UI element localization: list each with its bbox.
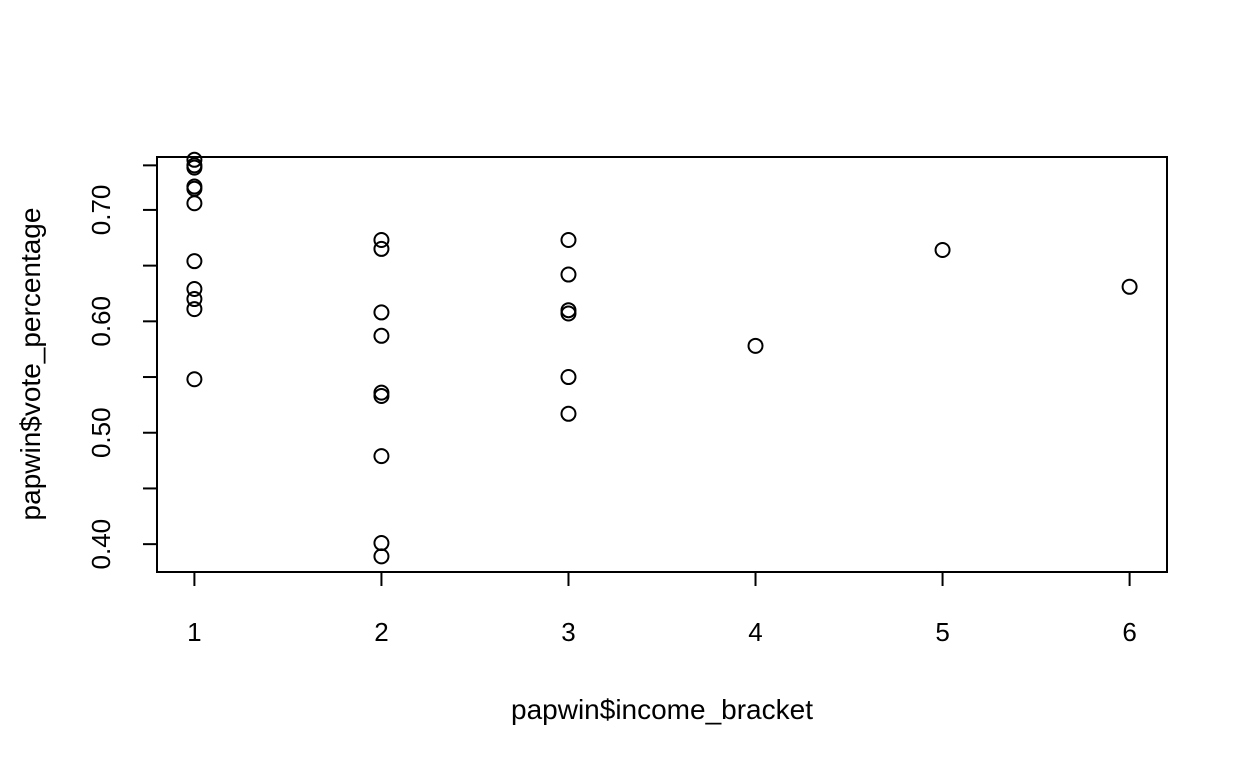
x-axis: 1 2 3 4 5 6 bbox=[187, 571, 1137, 647]
data-point bbox=[747, 337, 764, 354]
y-tick-label: 0.40 bbox=[86, 519, 116, 570]
data-point bbox=[186, 281, 203, 298]
data-point bbox=[560, 266, 577, 283]
data-point bbox=[560, 302, 577, 319]
data-point bbox=[373, 387, 390, 404]
x-tick-label: 2 bbox=[374, 617, 388, 647]
data-point bbox=[186, 301, 203, 318]
data-point bbox=[373, 304, 390, 321]
data-point bbox=[186, 151, 203, 168]
data-point bbox=[373, 232, 390, 248]
x-tick-label: 6 bbox=[1122, 617, 1136, 647]
data-point bbox=[186, 371, 203, 388]
y-tick-label: 0.50 bbox=[86, 407, 116, 458]
data-point bbox=[934, 242, 951, 259]
data-point bbox=[560, 232, 577, 248]
data-point bbox=[373, 240, 390, 257]
x-axis-label: papwin$income_bracket bbox=[511, 694, 813, 725]
data-point bbox=[373, 327, 390, 344]
data-point bbox=[373, 384, 390, 401]
y-tick-label: 0.60 bbox=[86, 296, 116, 347]
x-tick-label: 4 bbox=[748, 617, 762, 647]
data-point bbox=[373, 448, 390, 465]
plot-frame bbox=[156, 156, 1168, 573]
data-point bbox=[560, 305, 577, 322]
data-point bbox=[1121, 278, 1138, 295]
y-axis-label: papwin$vote_percentage bbox=[15, 208, 46, 521]
y-tick-label: 0.70 bbox=[86, 185, 116, 236]
data-point bbox=[186, 195, 203, 212]
data-point bbox=[373, 548, 390, 565]
data-point bbox=[186, 159, 203, 176]
data-point bbox=[186, 291, 203, 308]
data-point bbox=[373, 535, 390, 552]
data-point bbox=[560, 369, 577, 386]
data-points bbox=[186, 151, 1138, 565]
y-axis: 0.40 0.50 0.60 0.70 bbox=[86, 164, 158, 570]
data-point bbox=[560, 405, 577, 422]
x-tick-label: 1 bbox=[187, 617, 201, 647]
data-point bbox=[186, 253, 203, 270]
x-tick-label: 3 bbox=[561, 617, 575, 647]
x-tick-label: 5 bbox=[935, 617, 949, 647]
